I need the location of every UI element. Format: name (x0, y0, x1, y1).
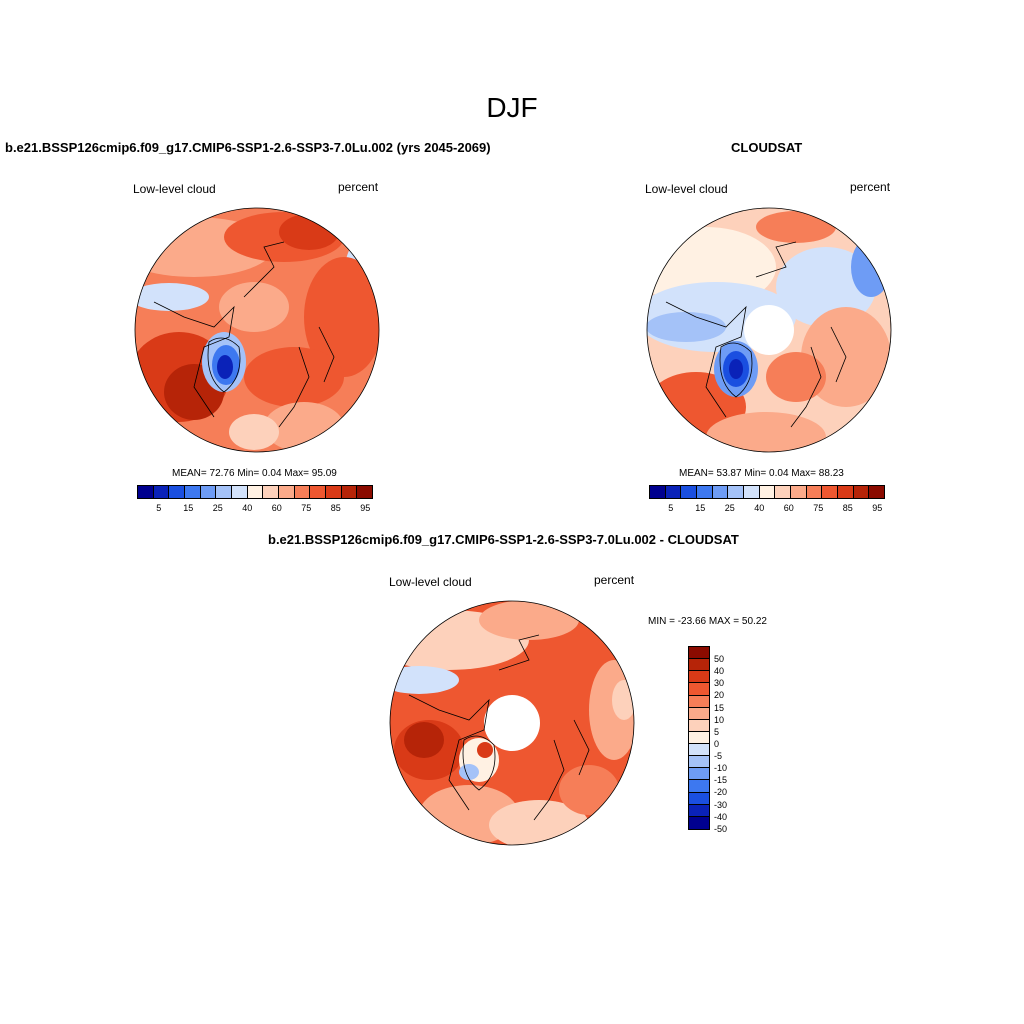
panel-1-colorbar-tick-label: 15 (183, 503, 194, 513)
panel-1-colorbar-swatch (138, 486, 154, 498)
panel-3-polar-map (389, 600, 635, 846)
panel-1-colorbar-swatch (185, 486, 201, 498)
panel-2-colorbar-swatch (853, 486, 870, 498)
panel-2-colorbar-swatch (838, 486, 854, 498)
panel-3-stats: MIN = -23.66 MAX = 50.22 (648, 616, 767, 627)
panel-2-colorbar-tick-label: 85 (842, 503, 853, 513)
panel-2-colorbar-swatch (650, 486, 666, 498)
panel-3-variable-label: Low-level cloud (389, 575, 472, 589)
panel-3-colorbar-swatch (689, 792, 709, 805)
panel-3-colorbar-tick-label: -10 (714, 763, 728, 774)
panel-1-colorbar-tick-label: 25 (212, 503, 223, 513)
panel-2-colorbar-swatch (791, 486, 807, 498)
panel-1-colorbar-swatch (279, 486, 295, 498)
panel-3-colorbar-swatch (689, 731, 709, 744)
panel-1-colorbar-tick-label: 60 (271, 503, 282, 513)
panel-2-stats: MEAN= 53.87 Min= 0.04 Max= 88.23 (679, 468, 844, 479)
panel-3-colorbar-tick-label: -30 (714, 799, 728, 810)
panel-2-polar-map (646, 207, 892, 453)
panel-2-colorbar-swatch (744, 486, 760, 498)
panel-3-colorbar-labels: 50 40 30 20 15 10 5 0 -5 -10 -15 -20 -30 -40 -50 (714, 653, 727, 835)
panel-3-colorbar-tick-label: 5 (714, 726, 720, 737)
panel-1-title: b.e21.BSSP126cmip6.f09_g17.CMIP6-SSP1-2.… (5, 140, 491, 155)
panel-1-colorbar-swatch (232, 486, 248, 498)
panel-3-colorbar-swatch (689, 756, 709, 769)
panel-1-colorbar-swatch (169, 486, 186, 498)
panel-3-units-label: percent (594, 573, 635, 587)
panel-1-polar-map (134, 207, 380, 453)
panel-2-colorbar-tick-label: 15 (695, 503, 706, 513)
panel-2-colorbar-tick-label: 25 (724, 503, 735, 513)
panel-1-colorbar-swatch (341, 486, 358, 498)
panel-1-colorbar-tick-label: 95 (360, 503, 371, 513)
panel-1-colorbar-swatch (247, 486, 264, 498)
panel-3-colorbar (688, 646, 710, 830)
panel-2-title: CLOUDSAT (731, 140, 803, 155)
panel-2-colorbar-swatch (759, 486, 776, 498)
panel-1-colorbar-tick-label: 85 (330, 503, 341, 513)
panel-1-colorbar: 5 15 25 40 60 75 85 95 (137, 485, 373, 513)
panel-2-colorbar-swatch (775, 486, 792, 498)
panel-1-colorbar-swatch (263, 486, 280, 498)
panel-1-colorbar-swatch (357, 486, 373, 498)
panel-3-colorbar-tick-label: 40 (714, 666, 725, 677)
panel-1-colorbar-tick-label: 75 (301, 503, 312, 513)
panel-2-colorbar-swatch (869, 486, 885, 498)
panel-3-colorbar-tick-label: -20 (714, 787, 728, 798)
panel-2-colorbar-tick-label: 5 (668, 503, 674, 513)
panel-2-colorbar-swatch (697, 486, 713, 498)
panel-1-stats: MEAN= 72.76 Min= 0.04 Max= 95.09 (172, 468, 337, 479)
panel-2-colorbar-swatch (806, 486, 823, 498)
panel-3-colorbar-tick-label: -5 (714, 751, 723, 761)
panel-1-units-label: percent (338, 180, 379, 194)
panel-3-colorbar-tick-label: 20 (714, 690, 725, 701)
panel-1-colorbar-swatch (153, 486, 170, 498)
panel-2-colorbar: 5 15 25 40 60 75 85 95 (649, 485, 885, 513)
panel-1-colorbar-swatch (310, 486, 327, 498)
panel-2-colorbar-swatch (681, 486, 698, 498)
panel-3-colorbar-swatch (689, 719, 709, 732)
panel-3-colorbar-tick-label: -40 (714, 811, 728, 822)
panel-3-colorbar-swatch (689, 659, 709, 672)
panel-3-colorbar-tick-label: 0 (714, 738, 720, 749)
panel-2-colorbar-tick-label: 60 (783, 503, 794, 513)
panel-2-colorbar-swatch (822, 486, 839, 498)
panel-3-colorbar-tick-label: 15 (714, 702, 725, 713)
panel-3-colorbar-tick-label: -15 (714, 775, 728, 786)
panel-1-variable-label: Low-level cloud (133, 182, 216, 196)
panel-2-units-label: percent (850, 180, 891, 194)
panel-3-colorbar-swatch (689, 744, 709, 757)
panel-3-colorbar-swatch (689, 804, 709, 817)
panel-1-colorbar-tick-label: 40 (242, 503, 253, 513)
panel-3-colorbar-tick-label: 30 (714, 678, 725, 689)
panel-3-colorbar-swatch (689, 671, 709, 684)
panel-3-colorbar-swatch (689, 695, 709, 708)
panel-3-colorbar-swatch (689, 816, 709, 829)
panel-3-title: b.e21.BSSP126cmip6.f09_g17.CMIP6-SSP1-2.… (268, 532, 739, 547)
panel-2-variable-label: Low-level cloud (645, 182, 728, 196)
panel-3-colorbar-swatch (689, 647, 709, 660)
figure-title: DJF (486, 92, 538, 123)
panel-1-colorbar-swatch (294, 486, 311, 498)
panel-1-colorbar-swatch (200, 486, 217, 498)
panel-3-colorbar-tick-label: -50 (714, 823, 728, 834)
panel-2-colorbar-swatch (728, 486, 745, 498)
panel-2-colorbar-tick-label: 95 (872, 503, 883, 513)
panel-3-colorbar-tick-label: 50 (714, 654, 725, 664)
panel-3-colorbar-tick-label: 10 (714, 714, 725, 725)
panel-1-colorbar-swatch (216, 486, 233, 498)
panel-2-colorbar-tick-label: 40 (754, 503, 765, 513)
panel-2-colorbar-swatch (712, 486, 729, 498)
panel-3-colorbar-swatch (689, 683, 709, 696)
panel-1-colorbar-tick-label: 5 (156, 503, 162, 513)
panel-3-colorbar-swatch (689, 780, 709, 793)
panel-3-colorbar-swatch (689, 707, 709, 720)
panel-1-colorbar-swatch (326, 486, 342, 498)
panel-3-colorbar-swatch (689, 768, 709, 781)
panel-2-colorbar-tick-label: 75 (813, 503, 824, 513)
panel-2-colorbar-swatch (665, 486, 682, 498)
